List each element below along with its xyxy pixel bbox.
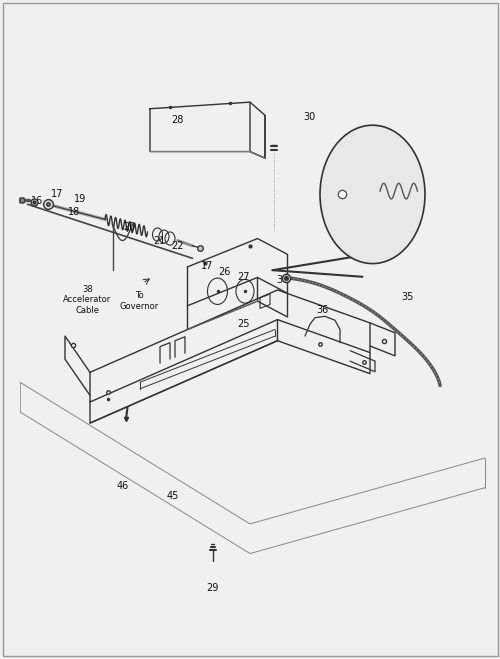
Text: 22: 22 [171,241,184,251]
Text: 28: 28 [172,115,183,125]
Text: 16: 16 [32,196,44,206]
Text: 46: 46 [116,481,128,492]
Text: 36: 36 [316,304,328,315]
Text: To
Governor: To Governor [120,291,158,311]
Circle shape [320,125,425,264]
Text: 17: 17 [52,189,64,200]
Text: 32: 32 [323,196,335,206]
Text: 26: 26 [218,266,230,277]
Text: 38
Accelerator
Cable: 38 Accelerator Cable [64,285,112,315]
Text: 21: 21 [153,235,165,246]
Text: 18: 18 [68,207,80,217]
Text: 25: 25 [238,319,250,330]
Text: 27: 27 [238,272,250,282]
Text: 20: 20 [123,222,135,233]
Text: 45: 45 [166,490,178,501]
Text: 19: 19 [74,194,86,204]
Text: 29: 29 [206,583,218,593]
Text: 17: 17 [202,260,213,271]
Text: 35: 35 [402,291,413,302]
Text: 33: 33 [338,185,350,195]
Text: 30: 30 [303,112,315,123]
Text: 34: 34 [276,275,288,285]
